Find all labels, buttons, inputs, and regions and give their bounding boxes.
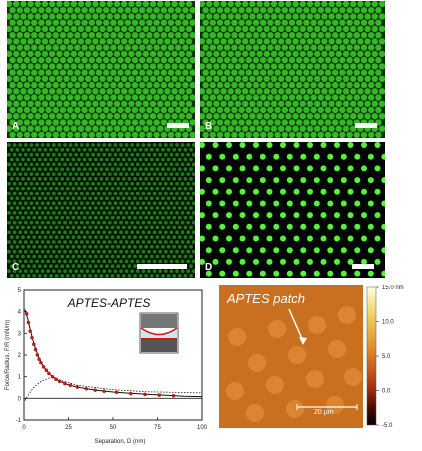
x-tick-label: 100 (197, 425, 208, 431)
chart-title: APTES-APTES (67, 296, 151, 310)
data-point (75, 385, 80, 389)
x-tick-label: 0 (22, 425, 26, 431)
data-point (102, 389, 106, 393)
data-point (57, 379, 62, 384)
fluorescence-panel-c: C (7, 142, 195, 278)
scale-bar-a (167, 123, 189, 128)
dot-lattice (200, 142, 385, 277)
data-point (63, 381, 67, 386)
aptes-patch-spot (266, 376, 284, 394)
data-point (171, 393, 176, 398)
aptes-patch-spot (246, 404, 264, 422)
panel-label-a: A (12, 121, 20, 132)
force-separation-chart: APTES-APTES Separation, D (nm) Force/Rad… (0, 283, 216, 446)
dotted-curve (24, 376, 203, 401)
dot-lattice (7, 143, 195, 278)
aptes-patch-spot (248, 354, 266, 372)
aptes-patch-spot (326, 396, 344, 414)
aptes-patch-spot (308, 316, 326, 334)
data-point (129, 391, 133, 396)
aptes-patch-spot (328, 340, 346, 358)
colorbar-label: 15.0 nm (382, 285, 404, 291)
data-point (30, 335, 34, 340)
data-point (114, 390, 119, 395)
fluorescence-panel-a: A (7, 1, 195, 138)
fluorescence-panel-d: D (200, 142, 385, 278)
colorbar-gradient (366, 286, 377, 426)
colorbar-label: 5.0 (382, 354, 391, 360)
fluorescence-panel-b: B (200, 1, 385, 138)
data-point (33, 347, 38, 352)
scale-bar-b (355, 123, 377, 128)
aptes-patch-spot (288, 346, 306, 364)
data-point (50, 374, 55, 379)
aptes-patch-spot (338, 306, 356, 324)
data-marks (24, 309, 203, 401)
y-tick-label: 1 (18, 375, 22, 381)
data-point (32, 342, 36, 346)
data-point (47, 371, 51, 376)
data-point (93, 388, 97, 392)
aptes-patch-spot (228, 328, 246, 346)
colorbar-label: -5.0 (382, 423, 393, 429)
data-point (26, 320, 31, 325)
x-tick-label: 50 (110, 425, 117, 431)
colorbar-label: 10.0 (382, 320, 394, 326)
data-point (54, 377, 58, 382)
dot-array-d (200, 142, 385, 277)
data-point (39, 360, 43, 365)
arrow-head (299, 337, 307, 345)
data-point (24, 312, 29, 316)
afm-height-image: APTES patch 20 µm (219, 285, 363, 428)
afm-svg (219, 285, 363, 428)
data-point (143, 392, 147, 397)
data-point (68, 383, 73, 388)
panel-label-b: B (205, 121, 213, 132)
afm-scale-label: 20 µm (314, 409, 334, 416)
y-tick-label: 2 (18, 353, 22, 359)
colorbar-svg: 15.0 nm 10.0 5.0 0.0 -5.0 (366, 285, 404, 429)
x-tick-label: 75 (154, 425, 161, 431)
data-point (37, 357, 41, 362)
y-tick-label: -1 (16, 418, 22, 424)
aptes-patch-spot (268, 320, 286, 338)
afm-title: APTES patch (227, 291, 306, 306)
data-point (84, 387, 89, 391)
data-point (157, 393, 162, 397)
y-tick-label: 4 (18, 310, 22, 316)
dot-array-a (7, 1, 195, 138)
x-axis-label: Separation, D (nm) (95, 439, 146, 445)
x-tick-label: 25 (65, 425, 72, 431)
scale-bar-d (352, 264, 374, 269)
y-tick-label: 0 (18, 396, 22, 402)
panel-label-d: D (205, 262, 213, 273)
aptes-patch-spot (344, 368, 362, 386)
data-point (28, 329, 32, 333)
aptes-patch-spot (286, 400, 304, 418)
aptes-patch-spot (226, 382, 244, 400)
data-point (35, 353, 40, 357)
height-colorbar: 15.0 nm 10.0 5.0 0.0 -5.0 (365, 285, 422, 430)
data-point (44, 368, 49, 372)
dot-lattice (200, 1, 385, 138)
y-axis-label: Force/Radius, F/R (mN/m) (5, 320, 11, 390)
aptes-patch-spot (306, 370, 324, 388)
annotation-arrow (288, 308, 304, 342)
colorbar-label: 0.0 (382, 389, 391, 395)
scale-bar-c (137, 264, 187, 269)
dot-array-b (200, 1, 385, 138)
inset-schematic (139, 312, 179, 354)
y-tick-label: 5 (18, 288, 22, 294)
chart-svg: APTES-APTES Separation, D (nm) Force/Rad… (5, 288, 208, 445)
panel-label-c: C (12, 262, 20, 273)
y-tick-label: 3 (18, 331, 22, 337)
data-point (41, 365, 46, 369)
dot-lattice (7, 1, 195, 138)
dot-array-c (7, 143, 195, 278)
